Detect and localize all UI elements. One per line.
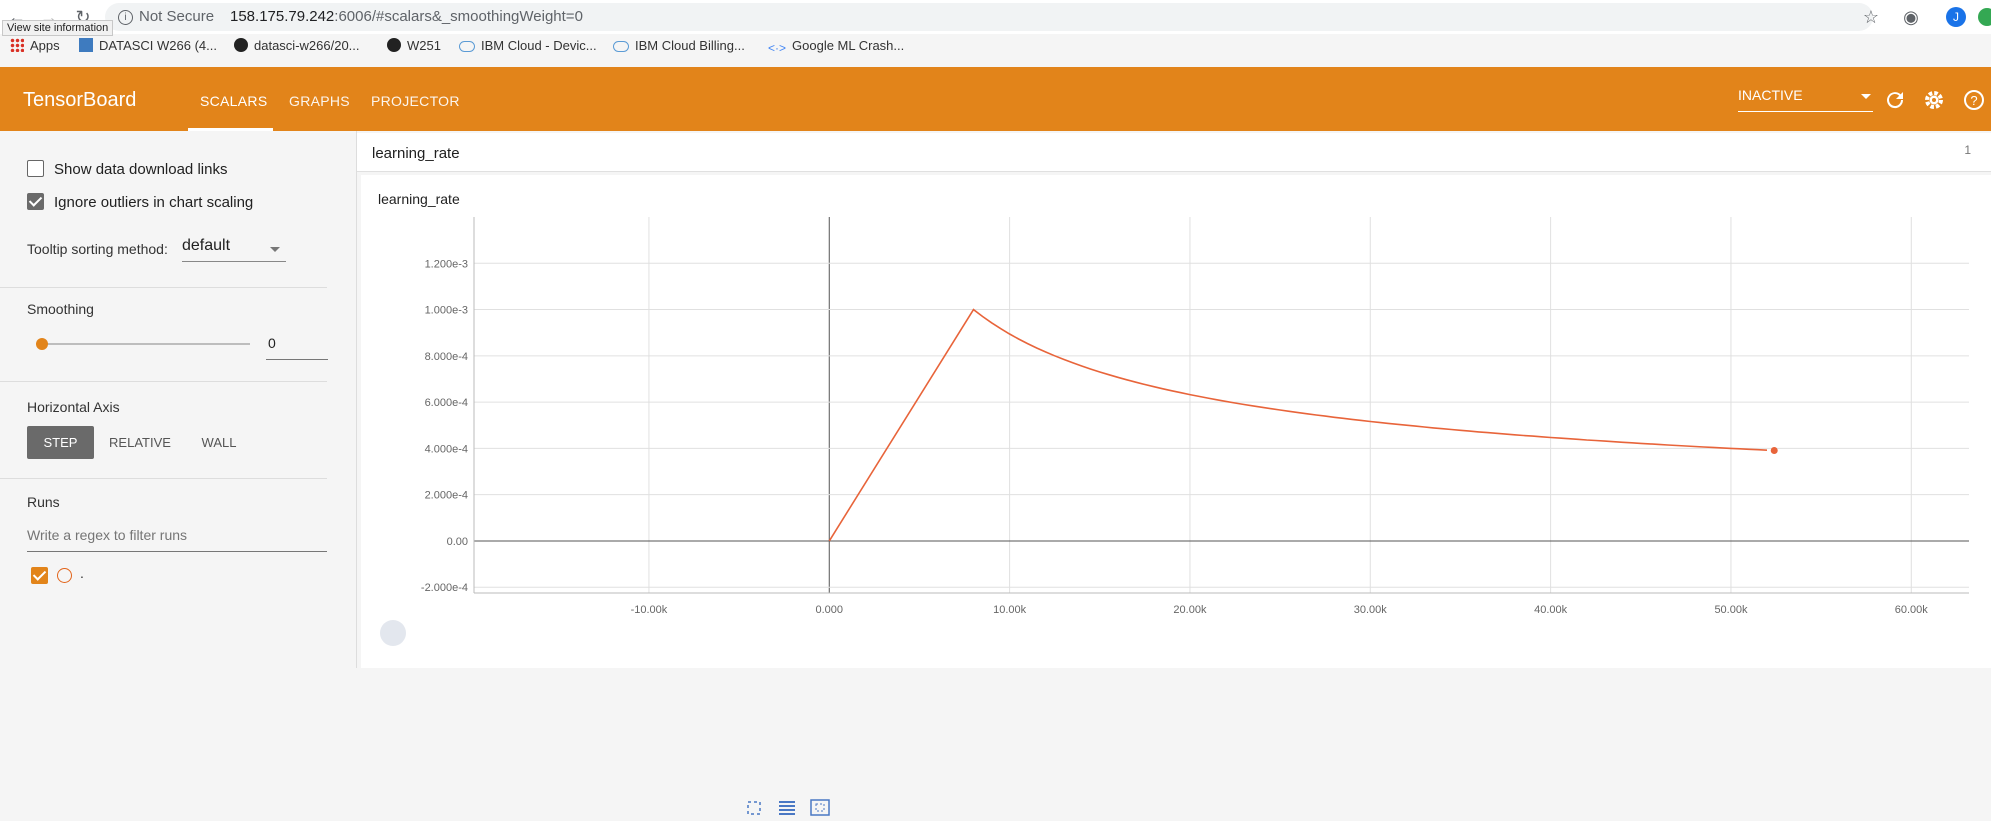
run-checkbox[interactable] [31, 567, 48, 584]
extension-green-icon[interactable] [1978, 8, 1991, 26]
section-count: 1 [1964, 143, 1971, 157]
divider [0, 478, 327, 479]
fit-domain-icon[interactable] [380, 620, 406, 646]
axis-wall-button[interactable]: WALL [190, 426, 248, 459]
tensorboard-header: TensorBoard SCALARS GRAPHS PROJECTOR INA… [0, 67, 1991, 131]
y-tick-label: 0.00 [447, 536, 468, 548]
x-tick-label: 50.00k [1714, 604, 1748, 615]
x-tick-label: 40.00k [1534, 604, 1568, 615]
horizontal-axis-label: Horizontal Axis [27, 399, 120, 415]
checkbox-unchecked[interactable] [27, 160, 44, 177]
smoothing-value-input[interactable]: 0 [266, 335, 328, 360]
bookmark-apps[interactable]: Apps [10, 38, 60, 60]
x-tick-label: 30.00k [1354, 604, 1388, 615]
piazza-icon [79, 38, 93, 52]
last-point-marker [1771, 447, 1778, 454]
svg-text:?: ? [1970, 93, 1977, 108]
tooltip-sorting-label: Tooltip sorting method: [27, 241, 168, 257]
info-icon: i [118, 10, 133, 25]
toggle-log-scale-icon[interactable] [413, 620, 439, 646]
refresh-icon[interactable] [1883, 88, 1907, 112]
tab-graphs[interactable]: GRAPHS [289, 93, 350, 109]
bookmark-ibm-cloud-billing[interactable]: IBM Cloud Billing... [613, 38, 745, 60]
expand-chart-icon[interactable] [446, 620, 472, 646]
y-tick-label: 4.000e-4 [425, 443, 468, 455]
smoothing-slider-handle[interactable] [36, 338, 48, 350]
tooltip-sorting-select[interactable]: default [182, 237, 286, 262]
settings-gear-icon[interactable] [1922, 88, 1946, 112]
brand-title: TensorBoard [23, 89, 136, 112]
y-tick-label: 8.000e-4 [425, 351, 468, 363]
learning-rate-chart[interactable]: -10.00k 0.000 10.00k 20.00k 30.00k 40.00k 50.0… [361, 175, 1991, 615]
y-tick-label: 1.200e-3 [425, 258, 468, 270]
bookmark-ibm-cloud-devices[interactable]: IBM Cloud - Devic... [459, 38, 597, 60]
y-tick-label: 2.000e-4 [425, 490, 468, 502]
tab-scalars[interactable]: SCALARS [200, 93, 267, 109]
help-icon[interactable]: ? [1962, 88, 1986, 112]
code-icon: <·> [768, 41, 786, 55]
tab-projector[interactable]: PROJECTOR [371, 93, 460, 109]
x-tick-label: 0.000 [815, 604, 843, 615]
x-tick-label: 10.00k [993, 604, 1027, 615]
bookmark-w251[interactable]: W251 [387, 38, 441, 60]
chevron-down-icon [1861, 94, 1871, 99]
run-color-indicator [57, 568, 72, 583]
bookmark-datasci-w266[interactable]: DATASCI W266 (4... [79, 38, 217, 60]
chevron-down-icon [270, 247, 280, 252]
x-tick-label: 60.00k [1895, 604, 1929, 615]
site-info-tooltip: View site information [2, 20, 113, 36]
axis-relative-button[interactable]: RELATIVE [104, 426, 176, 459]
y-tick-label: 6.000e-4 [425, 397, 468, 409]
cloud-icon [459, 41, 475, 52]
runs-filter-input[interactable]: Write a regex to filter runs [27, 527, 327, 552]
show-download-links-checkbox[interactable]: Show data download links [27, 160, 227, 178]
url-text[interactable]: 158.175.79.242:6006/#scalars&_smoothingW… [230, 8, 583, 25]
github-icon [234, 38, 248, 52]
axis-step-button[interactable]: STEP [27, 426, 94, 459]
y-tick-label: -2.000e-4 [421, 582, 468, 594]
x-tick-label: -10.00k [631, 604, 668, 615]
bookmark-github-w266[interactable]: datasci-w266/20... [234, 38, 360, 60]
cloud-icon [613, 41, 629, 52]
bookmark-star-icon[interactable]: ☆ [1860, 6, 1882, 28]
github-icon [387, 38, 401, 52]
learning-rate-series-line [829, 310, 1767, 541]
y-tick-label: 1.000e-3 [425, 305, 468, 317]
checkbox-checked[interactable] [27, 193, 44, 210]
divider [0, 287, 327, 288]
bookmark-google-ml-crash[interactable]: <·>Google ML Crash... [768, 38, 904, 60]
divider [0, 381, 327, 382]
section-title: learning_rate [372, 145, 460, 162]
tag-section-header[interactable]: learning_rate 1 [357, 133, 1991, 172]
smoothing-slider-track[interactable] [42, 343, 250, 345]
x-tick-label: 20.00k [1173, 604, 1207, 615]
smoothing-label: Smoothing [27, 301, 94, 317]
runs-label: Runs [27, 494, 60, 510]
profile-avatar[interactable]: J [1946, 7, 1966, 27]
inactive-dashboard-select[interactable]: INACTIVE [1738, 87, 1873, 112]
run-name: . [80, 565, 84, 581]
apps-grid-icon [10, 38, 24, 52]
ignore-outliers-checkbox[interactable]: Ignore outliers in chart scaling [27, 193, 253, 211]
extension-icon[interactable]: ◉ [1900, 6, 1922, 28]
